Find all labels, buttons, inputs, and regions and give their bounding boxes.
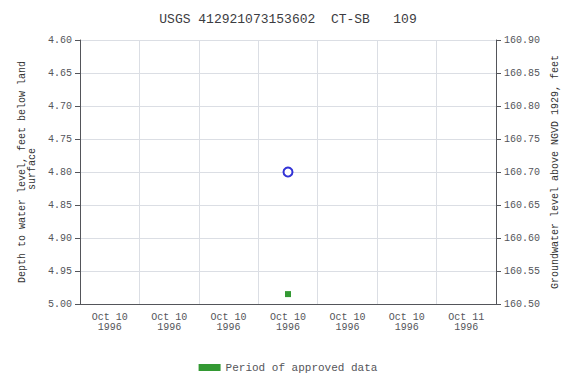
svg-text:Period of approved data: Period of approved data: [226, 362, 378, 374]
svg-text:Oct 10: Oct 10: [151, 311, 188, 323]
svg-text:160.50: 160.50: [504, 299, 540, 310]
svg-text:1996: 1996: [98, 322, 122, 333]
svg-text:Oct 10: Oct 10: [210, 311, 247, 323]
svg-text:160.55: 160.55: [504, 266, 540, 277]
svg-text:4.85: 4.85: [48, 200, 72, 211]
svg-text:5.00: 5.00: [48, 299, 72, 310]
svg-text:Oct 10: Oct 10: [91, 311, 128, 323]
svg-text:1996: 1996: [217, 322, 241, 333]
svg-text:160.75: 160.75: [504, 134, 540, 145]
svg-text:4.90: 4.90: [48, 233, 72, 244]
svg-text:Oct 11: Oct 11: [448, 311, 485, 323]
svg-text:160.65: 160.65: [504, 200, 540, 211]
svg-text:4.80: 4.80: [48, 167, 72, 178]
svg-text:160.85: 160.85: [504, 68, 540, 79]
svg-text:surface: surface: [27, 148, 38, 196]
svg-text:4.75: 4.75: [48, 134, 72, 145]
svg-text:1996: 1996: [454, 322, 478, 333]
svg-text:USGS 412921073153602 CT-SB: USGS 412921073153602 CT-SB 109: [159, 12, 416, 27]
svg-text:1996: 1996: [157, 322, 181, 333]
svg-text:1996: 1996: [395, 322, 419, 333]
svg-text:160.70: 160.70: [504, 167, 540, 178]
svg-text:160.90: 160.90: [504, 35, 540, 46]
svg-text:1996: 1996: [335, 322, 359, 333]
svg-text:Oct 10: Oct 10: [270, 311, 306, 323]
svg-text:160.80: 160.80: [504, 101, 540, 112]
svg-text:4.95: 4.95: [48, 266, 72, 277]
svg-text:Groundwater level above NGVD 1: Groundwater level above NGVD 1929, feet: [550, 55, 561, 289]
svg-text:4.70: 4.70: [48, 101, 72, 112]
svg-text:160.60: 160.60: [504, 233, 540, 244]
svg-text:4.60: 4.60: [48, 35, 72, 46]
svg-text:Depth to water level, feet bel: Depth to water level, feet below land: [16, 61, 28, 283]
svg-text:Oct 10: Oct 10: [388, 311, 425, 323]
svg-text:4.65: 4.65: [48, 68, 72, 79]
svg-text:Oct 10: Oct 10: [329, 311, 366, 323]
svg-text:1996: 1996: [276, 322, 300, 333]
